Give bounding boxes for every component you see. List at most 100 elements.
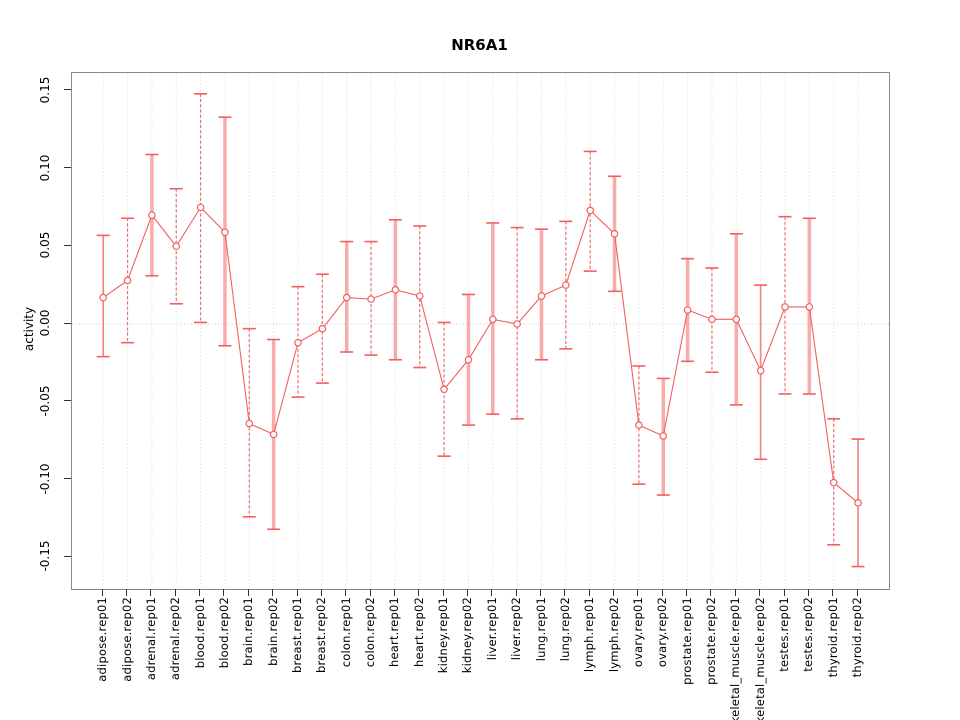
- y-tick-label: 0.00: [38, 309, 52, 337]
- x-tick-label: blood.rep02: [216, 597, 232, 668]
- x-axis-tick: [247, 589, 249, 596]
- y-axis-title: activity: [22, 306, 36, 352]
- x-tick-label-text: breast.rep01: [290, 597, 304, 673]
- x-tick-label-text: kidney.rep01: [436, 597, 451, 674]
- y-tick-label: -0.05: [38, 385, 52, 417]
- y-tick-label: 0.05: [38, 231, 52, 259]
- y-axis-tick: [64, 555, 71, 557]
- x-tick-label: adipose.rep02: [119, 597, 135, 682]
- y-axis-tick: [64, 89, 71, 91]
- x-tick-label: testes.rep01: [776, 597, 792, 672]
- x-axis-tick: [807, 589, 809, 596]
- data-point: [854, 499, 862, 507]
- y-tick-label: 0.10: [38, 154, 52, 181]
- x-tick-label-text: adrenal.rep02: [168, 597, 183, 681]
- x-tick-label: lung.rep01: [533, 597, 549, 661]
- data-point: [586, 206, 595, 215]
- plot-area: [71, 72, 890, 590]
- x-tick-label: kidney.rep02: [459, 597, 475, 673]
- x-tick-label-text: prostate.rep02: [703, 597, 718, 685]
- x-tick-label-text: brain.rep01: [241, 597, 256, 666]
- x-tick-label-text: lymph.rep01: [582, 597, 597, 673]
- y-axis-tick: [64, 400, 71, 402]
- x-axis-tick: [393, 589, 395, 596]
- data-point: [294, 338, 302, 347]
- data-point: [221, 228, 229, 237]
- data-point: [123, 276, 132, 285]
- x-tick-label-text: prostate.rep01: [679, 597, 694, 685]
- x-tick-label-text: liver.rep02: [509, 597, 524, 661]
- x-tick-label: lymph.rep02: [606, 597, 622, 672]
- x-axis-tick: [540, 589, 541, 596]
- x-tick-label: liver.rep02: [508, 597, 524, 660]
- x-tick-label: skeletal_muscle.rep02: [752, 597, 768, 720]
- data-point: [781, 303, 789, 311]
- data-point: [367, 295, 375, 303]
- x-tick-label-text: kidney.rep02: [460, 597, 475, 674]
- x-tick-label: lung.rep02: [557, 597, 573, 661]
- x-tick-label-text: thyroid.rep02: [850, 597, 865, 678]
- x-tick-label: heart.rep01: [386, 597, 402, 667]
- data-point: [610, 230, 619, 238]
- x-axis-tick: [174, 589, 176, 596]
- x-tick-label: heart.rep02: [411, 597, 427, 667]
- x-tick-label: breast.rep01: [289, 597, 305, 673]
- y-axis-tick: [64, 478, 71, 479]
- data-point: [148, 211, 156, 219]
- data-point: [269, 430, 278, 439]
- x-tick-label-text: breast.rep02: [314, 597, 329, 673]
- x-tick-label: skeletal_muscle.rep01: [727, 597, 743, 720]
- data-point: [391, 285, 400, 294]
- x-tick-label-text: colon.rep02: [363, 597, 378, 668]
- x-axis-tick: [101, 589, 103, 596]
- x-axis-tick: [613, 589, 615, 596]
- x-axis-tick: [783, 589, 785, 596]
- x-tick-label-text: ovary.rep01: [630, 597, 645, 668]
- data-point: [318, 324, 327, 333]
- data-point: [196, 203, 205, 212]
- x-tick-label: colon.rep01: [338, 597, 354, 667]
- x-tick-label-text: adipose.rep01: [95, 597, 110, 682]
- x-axis-tick: [442, 589, 444, 596]
- data-point: [99, 293, 108, 302]
- x-tick-label: adrenal.rep02: [167, 597, 183, 680]
- data-point: [756, 366, 765, 375]
- x-tick-label: adipose.rep01: [94, 597, 110, 682]
- x-tick-label: kidney.rep01: [435, 597, 451, 673]
- x-axis-tick: [734, 589, 736, 596]
- data-point: [464, 355, 473, 364]
- x-tick-label: thyroid.rep01: [825, 597, 841, 677]
- data-point: [245, 419, 254, 428]
- data-point: [172, 242, 181, 251]
- x-axis-tick: [345, 589, 347, 596]
- y-tick-label: -0.15: [38, 540, 52, 572]
- x-axis-tick: [126, 589, 128, 596]
- data-point: [537, 292, 546, 300]
- x-axis-tick: [223, 589, 225, 596]
- x-tick-label-text: heart.rep02: [411, 597, 426, 667]
- x-tick-label: brain.rep01: [240, 597, 256, 666]
- data-point: [415, 292, 424, 300]
- series-line: [102, 206, 859, 504]
- x-axis-tick: [686, 589, 688, 596]
- x-tick-label: thyroid.rep02: [849, 597, 865, 677]
- x-tick-label: blood.rep01: [192, 597, 208, 668]
- y-axis-tick: [64, 244, 71, 246]
- x-tick-label-text: adipose.rep02: [119, 597, 134, 682]
- x-axis-tick: [150, 589, 152, 596]
- x-axis-tick: [272, 589, 274, 596]
- x-axis-tick: [515, 589, 517, 596]
- x-axis-tick: [491, 589, 493, 596]
- chart-svg: [72, 73, 889, 589]
- data-point: [440, 385, 448, 394]
- y-tick-label: -0.10: [38, 462, 52, 495]
- data-point: [683, 306, 692, 314]
- x-tick-label: testes.rep02: [800, 597, 816, 672]
- y-tick-label: 0.15: [38, 76, 52, 104]
- data-point: [513, 320, 521, 328]
- x-tick-label: lymph.rep01: [581, 597, 597, 672]
- x-tick-label-text: ovary.rep02: [655, 597, 670, 668]
- x-tick-label-text: skeletal_muscle.rep02: [752, 597, 767, 720]
- y-axis-tick: [64, 322, 71, 324]
